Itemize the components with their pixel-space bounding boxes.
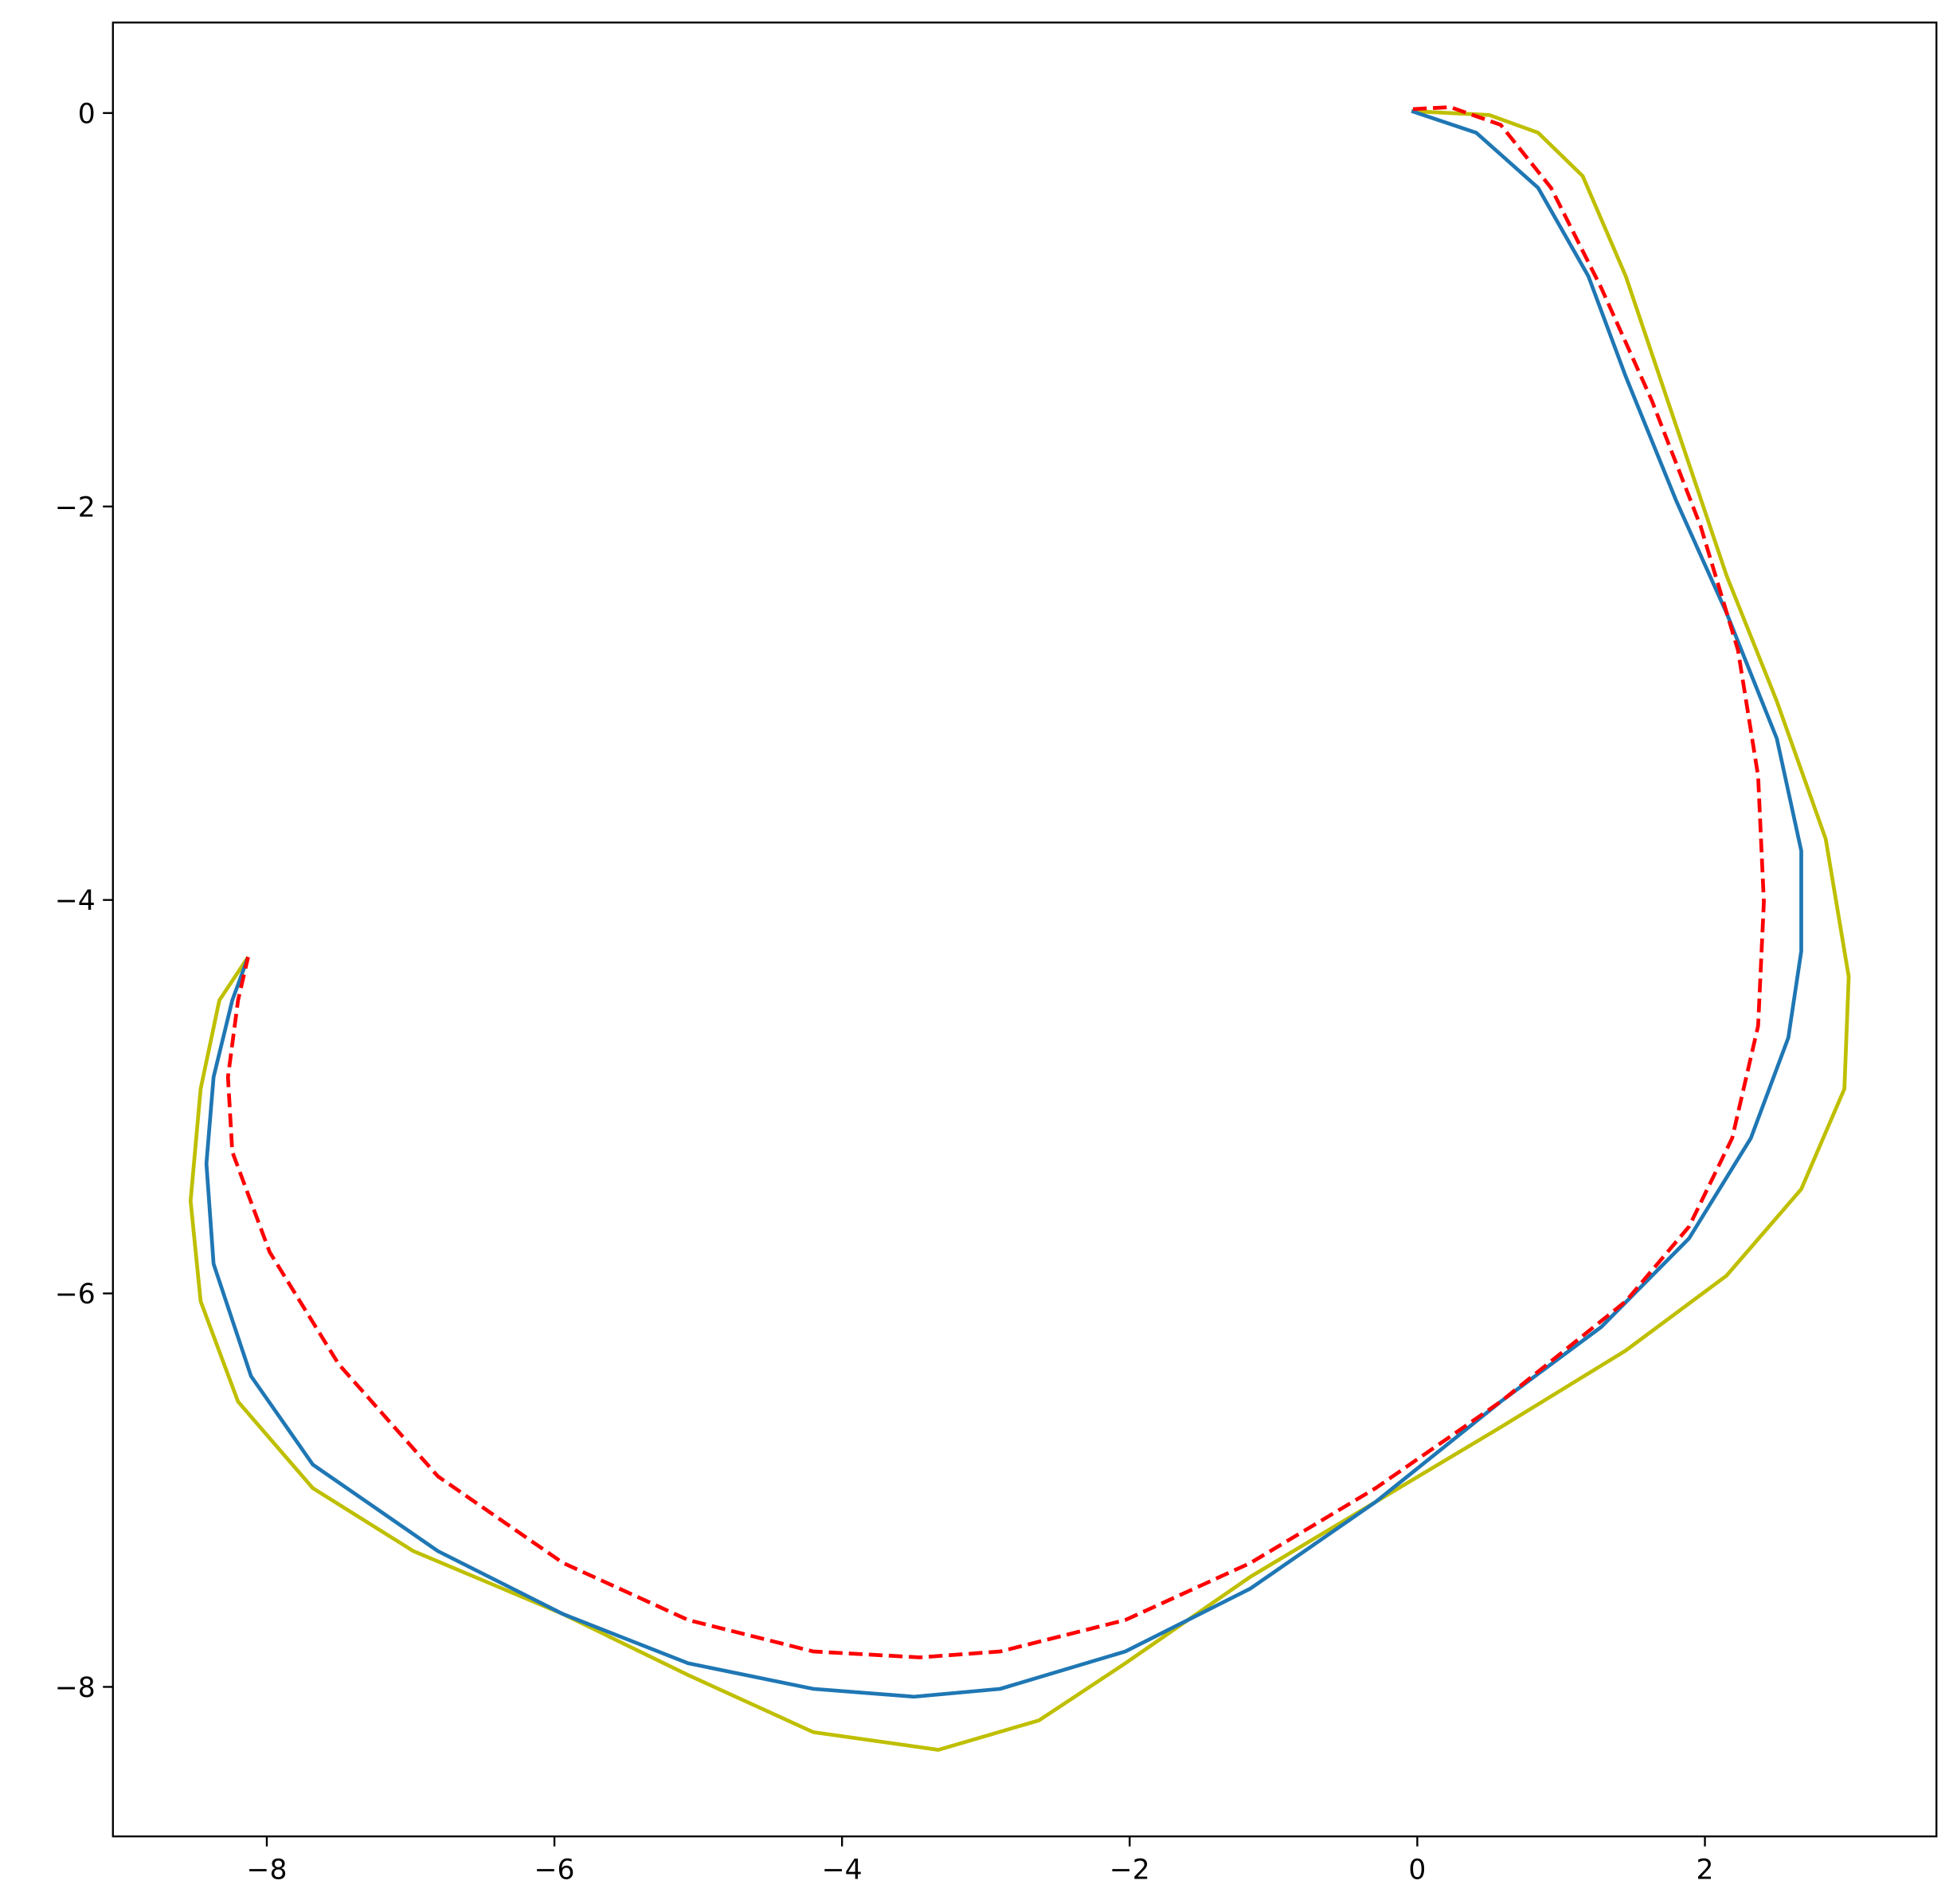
line bbox=[225, 105, 1766, 1659]
plot-frame bbox=[112, 22, 1938, 1838]
x-tick-label: 0 bbox=[1408, 1855, 1426, 1886]
x-tick-label: −8 bbox=[247, 1855, 288, 1886]
x-tick-label: −4 bbox=[822, 1855, 863, 1886]
y-tick-label: −6 bbox=[55, 1279, 96, 1310]
line bbox=[188, 109, 1851, 1752]
x-tick-label: −6 bbox=[534, 1855, 575, 1886]
y-tick-label: −4 bbox=[55, 885, 96, 917]
y-tick-label: −8 bbox=[55, 1672, 96, 1704]
line bbox=[204, 109, 1803, 1699]
y-tick-label: 0 bbox=[78, 98, 96, 130]
y-tick-label: −2 bbox=[55, 492, 96, 523]
x-tick-label: −2 bbox=[1110, 1855, 1150, 1886]
x-tick-label: 2 bbox=[1697, 1855, 1714, 1886]
